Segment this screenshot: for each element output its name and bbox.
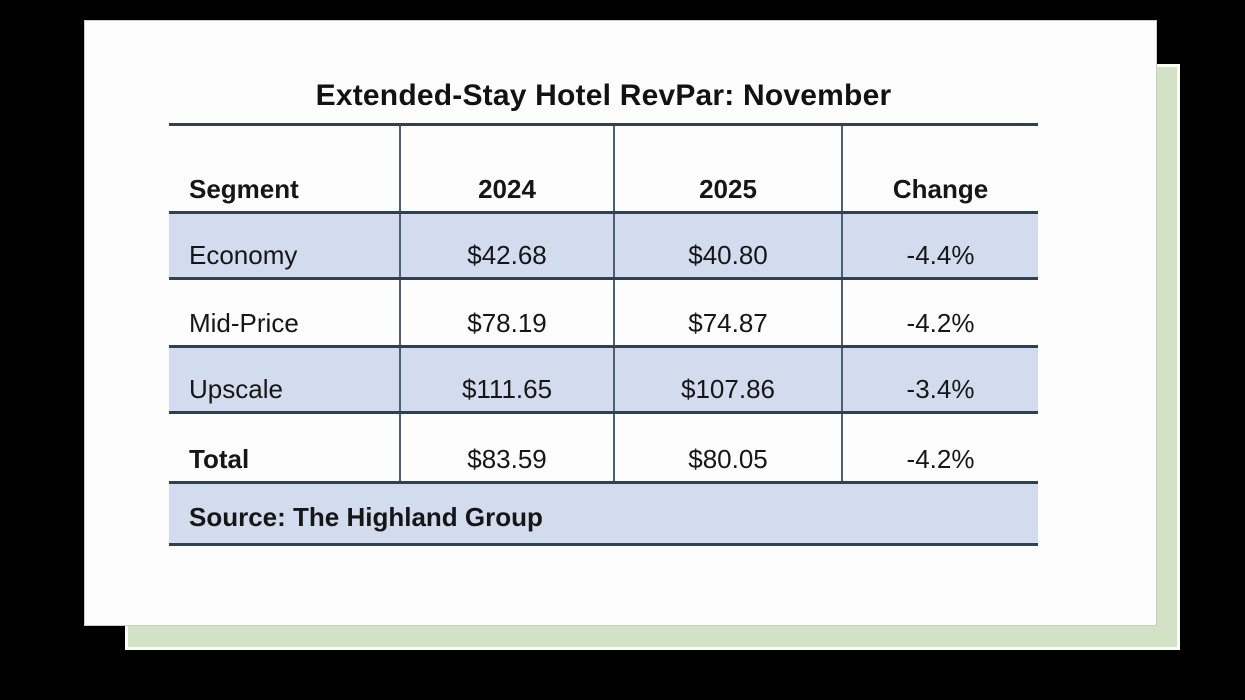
cell-change: -3.4% <box>841 348 1038 411</box>
cell-change: -4.2% <box>841 414 1038 481</box>
cell-segment: Mid-Price <box>189 308 299 338</box>
cell-segment: Economy <box>189 240 298 270</box>
cell-change: -4.4% <box>841 214 1038 277</box>
table-row-upscale: Upscale $111.65 $107.86 -3.4% <box>169 348 1038 414</box>
cell-2024: $111.65 <box>399 348 613 411</box>
column-header-change: Change <box>841 126 1038 211</box>
cell-segment: Upscale <box>189 374 283 404</box>
cell-segment: Total <box>189 444 250 474</box>
table-source-row: Source: The Highland Group <box>169 484 1038 546</box>
table-row-total: Total $83.59 $80.05 -4.2% <box>169 414 1038 484</box>
table-header-row: Segment 2024 2025 Change <box>169 126 1038 214</box>
table-row-midprice: Mid-Price $78.19 $74.87 -4.2% <box>169 280 1038 348</box>
column-header-segment: Segment <box>189 174 299 204</box>
page-title: Extended-Stay Hotel RevPar: November <box>315 79 892 112</box>
cell-change: -4.2% <box>841 280 1038 345</box>
cell-2025: $40.80 <box>613 214 841 277</box>
cell-2025: $107.86 <box>613 348 841 411</box>
column-header-2024: 2024 <box>399 126 613 211</box>
cell-2024: $42.68 <box>399 214 613 277</box>
table-row-economy: Economy $42.68 $40.80 -4.4% <box>169 214 1038 280</box>
cell-2024: $83.59 <box>399 414 613 481</box>
cell-2025: $80.05 <box>613 414 841 481</box>
source-label: Source: The Highland Group <box>189 502 543 532</box>
cell-2024: $78.19 <box>399 280 613 345</box>
cell-2025: $74.87 <box>613 280 841 345</box>
revpar-table: Segment 2024 2025 Change Economy $42.68 … <box>169 123 1038 546</box>
table-card: Extended-Stay Hotel RevPar: November Seg… <box>84 20 1157 626</box>
column-header-2025: 2025 <box>613 126 841 211</box>
